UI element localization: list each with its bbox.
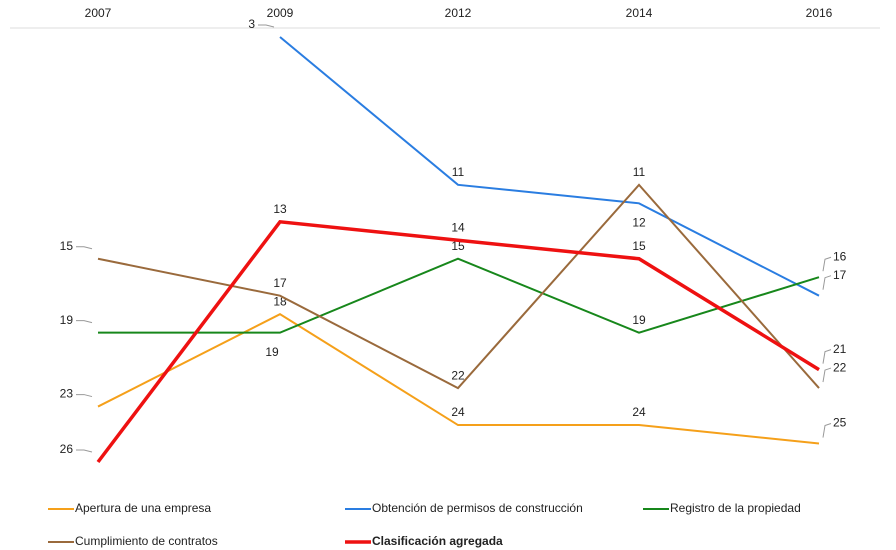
leader-line bbox=[822, 349, 832, 364]
leader-line bbox=[76, 246, 93, 250]
data-label: 17 bbox=[273, 276, 287, 290]
line-series bbox=[98, 257, 820, 334]
data-label: 19 bbox=[632, 313, 646, 327]
line-series bbox=[97, 313, 820, 445]
data-label: 21 bbox=[833, 342, 847, 356]
data-label: 23 bbox=[60, 387, 74, 401]
data-label: 22 bbox=[451, 368, 465, 382]
data-label: 17 bbox=[833, 268, 847, 282]
data-label: 15 bbox=[451, 239, 465, 253]
leader-line bbox=[822, 275, 832, 290]
leader-line bbox=[76, 449, 93, 453]
legend-label: Cumplimiento de contratos bbox=[75, 534, 218, 548]
data-label: 13 bbox=[273, 202, 287, 216]
legend-label: Apertura de una empresa bbox=[75, 501, 211, 515]
x-tick-label: 2014 bbox=[626, 6, 653, 20]
data-label: 15 bbox=[632, 239, 646, 253]
data-label: 3 bbox=[248, 17, 255, 31]
x-tick-label: 2009 bbox=[267, 6, 294, 20]
leader-line bbox=[822, 423, 832, 438]
x-tick-label: 2007 bbox=[85, 6, 112, 20]
data-label: 11 bbox=[633, 165, 646, 179]
leader-line bbox=[822, 256, 832, 272]
x-tick-label: 2016 bbox=[806, 6, 833, 20]
data-label: 14 bbox=[451, 220, 465, 234]
data-label: 19 bbox=[265, 345, 279, 359]
data-label: 12 bbox=[632, 215, 646, 229]
data-label: 19 bbox=[60, 313, 74, 327]
data-label: 24 bbox=[632, 405, 646, 419]
line-series bbox=[96, 219, 820, 464]
legend-label: Registro de la propiedad bbox=[670, 501, 801, 515]
data-label: 15 bbox=[60, 239, 74, 253]
data-label: 24 bbox=[451, 405, 465, 419]
leader-line bbox=[76, 320, 93, 324]
line-series bbox=[279, 36, 820, 297]
data-label: 22 bbox=[833, 360, 847, 374]
x-tick-label: 2012 bbox=[445, 6, 472, 20]
line-series bbox=[97, 183, 820, 390]
leader-line bbox=[258, 24, 275, 28]
legend-label: Obtención de permisos de construcción bbox=[372, 501, 583, 515]
data-label: 25 bbox=[833, 416, 847, 430]
legend-label: Clasificación agregada bbox=[372, 534, 503, 548]
data-label: 26 bbox=[60, 442, 74, 456]
data-label: 11 bbox=[452, 165, 465, 179]
leader-line bbox=[822, 367, 832, 383]
leader-line bbox=[76, 394, 93, 398]
data-label: 16 bbox=[833, 249, 847, 263]
